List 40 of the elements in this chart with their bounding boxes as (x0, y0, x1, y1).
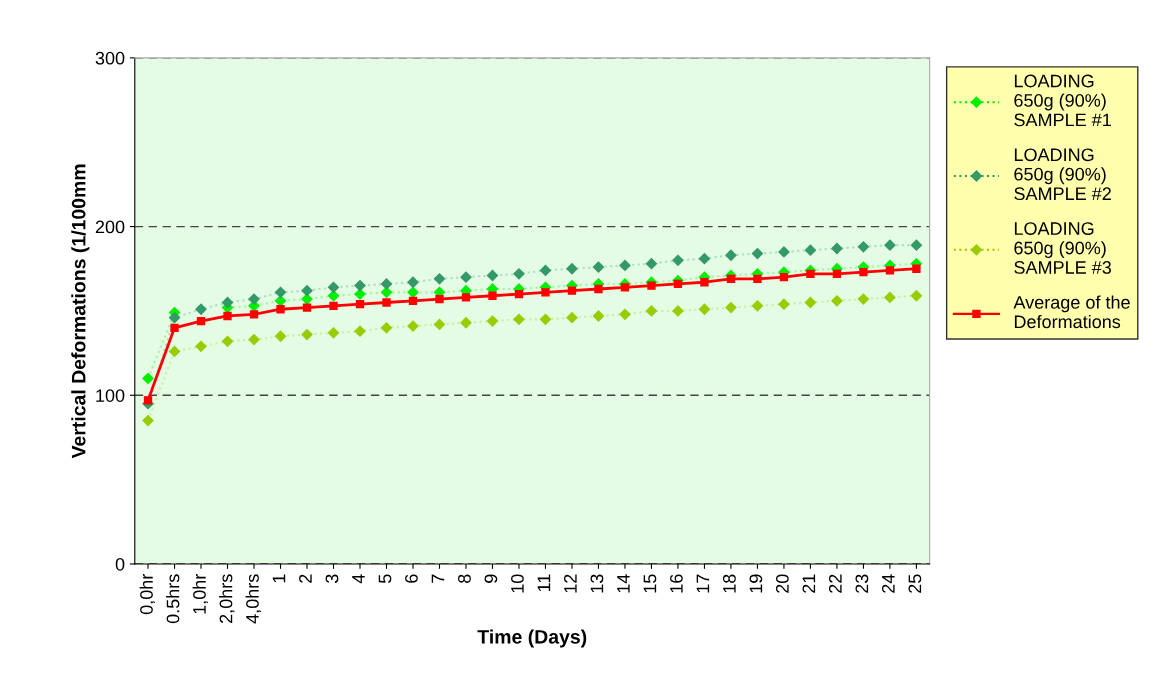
legend-label: LOADING 650g (90%) SAMPLE #1 (1014, 74, 1111, 127)
x-tick-label: 5 (378, 574, 392, 584)
x-tick-label: 9 (484, 574, 498, 583)
legend-label: LOADING 650g (90%) SAMPLE #2 (1014, 148, 1111, 201)
x-tick-label: 17 (696, 574, 710, 593)
y-tick-label: 100 (96, 389, 125, 402)
x-tick-label: 16 (670, 574, 683, 593)
legend-label: Average of the Deformations (1013, 295, 1130, 329)
y-tick-label: 200 (95, 220, 125, 234)
x-tick-label: 7 (431, 574, 445, 583)
x-tick-label: 11 (537, 574, 551, 592)
y-tick-label: 0 (115, 557, 125, 571)
x-tick-label: 21 (802, 574, 816, 593)
legend-label: LOADING 650g (90%) SAMPLE #3 (1014, 222, 1112, 274)
x-tick-label: 0,0hr (139, 573, 156, 615)
y-tick-label: 300 (95, 51, 125, 65)
x-tick-label: 14 (617, 574, 630, 593)
x-tick-label: 6 (405, 574, 418, 583)
x-tick-label: 8 (458, 574, 471, 583)
x-tick-label: 20 (776, 574, 789, 593)
x-tick-label: 2 (299, 574, 312, 583)
x-tick-label: 3 (325, 574, 339, 584)
x-axis-title: Time (Days) (477, 629, 587, 648)
x-tick-label: 4 (352, 574, 365, 584)
x-tick-label: 22 (828, 574, 842, 593)
x-tick-label: 10 (511, 574, 524, 593)
x-tick-label: 23 (855, 574, 869, 593)
x-tick-label: 12 (564, 574, 577, 593)
x-tick-label: 1,0hr (192, 573, 208, 614)
x-tick-label: 0.5hrs (166, 574, 180, 624)
x-tick-label: 1 (272, 574, 286, 583)
y-axis-title: Vertical Deformations (1/100mm (71, 164, 90, 459)
x-tick-label: 19 (749, 574, 763, 593)
x-tick-label: 13 (590, 574, 604, 593)
x-tick-label: 25 (908, 574, 922, 593)
x-tick-label: 18 (723, 574, 736, 593)
x-tick-label: 4,0hrs (245, 574, 261, 624)
x-tick-label: 24 (881, 574, 895, 593)
x-tick-label: 15 (643, 574, 657, 593)
x-tick-label: 2,0hrs (219, 574, 235, 623)
